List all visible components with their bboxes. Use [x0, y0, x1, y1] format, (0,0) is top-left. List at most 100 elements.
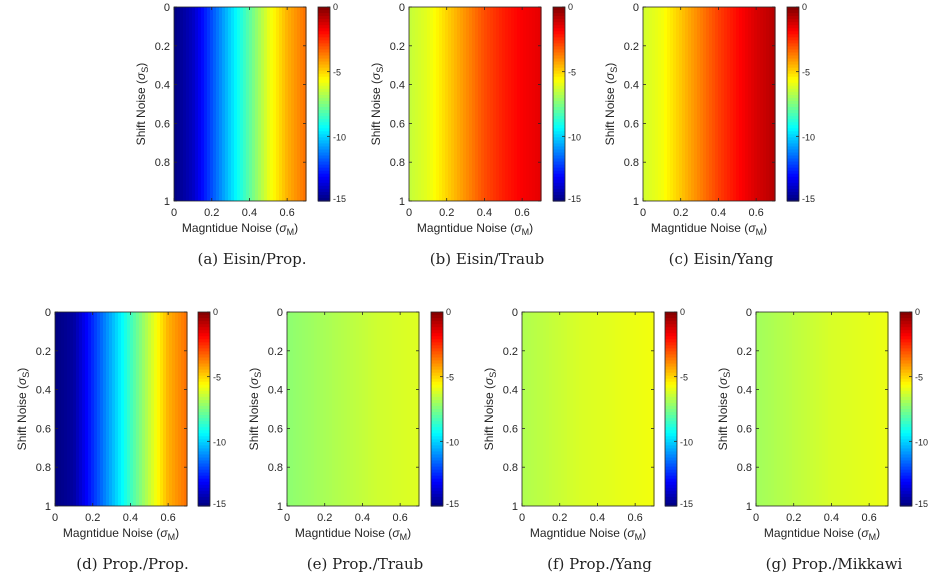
y-axis-label: Shift Noise (σS) [369, 63, 385, 146]
y-tick-label: 0.4 [155, 80, 170, 92]
heatmap-cell [184, 312, 188, 506]
heatmap-cell [765, 312, 769, 506]
colorbar-segment [431, 430, 443, 434]
colorbar-segment [900, 499, 912, 504]
colorbar-segment [787, 61, 799, 66]
colorbar-segment [431, 321, 443, 325]
colorbar-segment [198, 436, 210, 440]
heatmap-cell [873, 312, 877, 506]
heatmap-cell [148, 312, 152, 506]
colorbar-segment [318, 155, 330, 160]
heatmap-cell [837, 312, 841, 506]
heatmap-cell [160, 312, 164, 506]
colorbar-segment [553, 164, 565, 169]
heatmap-cell [475, 7, 479, 201]
heatmap-cell [840, 312, 844, 506]
heatmap-cell [409, 7, 413, 201]
heatmap-cell [648, 312, 652, 506]
colorbar-segment [431, 315, 443, 319]
colorbar-segment [318, 113, 330, 117]
colorbar-tick-label: -10 [915, 437, 928, 447]
colorbar-segment [198, 430, 210, 434]
heatmap-cell [178, 312, 182, 506]
colorbar-segment [431, 354, 443, 359]
colorbar-segment [787, 67, 799, 72]
colorbar-segment [787, 25, 799, 29]
colorbar-segment [318, 134, 330, 138]
x-tick-label: 0.6 [160, 512, 175, 524]
heatmap-cell [261, 7, 265, 201]
heatmap-cell [876, 312, 880, 506]
y-tick-label: 0.8 [624, 157, 639, 169]
colorbar-segment [318, 164, 330, 169]
colorbar-segment [787, 161, 799, 166]
heatmap-cell [724, 7, 728, 201]
heatmap-cell [219, 7, 223, 201]
colorbar-segment [900, 478, 912, 483]
heatmap-cell [481, 7, 485, 201]
y-tick-label: 0.8 [155, 157, 170, 169]
heatmap-cell [100, 312, 104, 506]
heatmap-cell [636, 312, 640, 506]
colorbar-segment [900, 475, 912, 480]
heatmap-cell [535, 7, 539, 201]
heatmap-cell [332, 312, 336, 506]
colorbar-segment [665, 424, 677, 428]
colorbar-segment [553, 182, 565, 187]
colorbar-segment [431, 324, 443, 328]
colorbar-segment [553, 16, 565, 20]
colorbar-segment [665, 433, 677, 437]
colorbar-segment [900, 378, 912, 383]
heatmap-cell [448, 7, 452, 201]
heatmap-cell [706, 7, 710, 201]
colorbar-segment [198, 363, 210, 368]
axes-frame [642, 6, 776, 202]
heatmap-cell [386, 312, 390, 506]
y-axis-label: Shift Noise (σS) [482, 368, 498, 451]
colorbar-segment [787, 164, 799, 169]
colorbar-segment [553, 55, 565, 60]
heatmap-cell [380, 312, 384, 506]
heatmap-cell [763, 7, 767, 201]
colorbar-segment [787, 107, 799, 111]
colorbar-segment [665, 366, 677, 371]
colorbar-segment [553, 113, 565, 117]
colorbar-segment [553, 37, 565, 41]
colorbar-segment [431, 312, 443, 316]
colorbar-segment [665, 360, 677, 365]
heatmap-cell [457, 7, 461, 201]
colorbar-segment [431, 387, 443, 392]
colorbar-segment [900, 409, 912, 413]
heatmap-cell [766, 7, 770, 201]
colorbar-segment [787, 55, 799, 60]
colorbar-segment [665, 375, 677, 380]
y-tick-label: 0 [164, 2, 170, 14]
colorbar-segment [553, 197, 565, 202]
colorbar-segment [665, 421, 677, 425]
heatmap-cell [416, 312, 420, 506]
colorbar-segment [553, 64, 565, 69]
colorbar-tick-label: -15 [568, 194, 581, 204]
colorbar-segment [553, 46, 565, 51]
heatmap-cell [529, 7, 533, 201]
heatmap-cell [151, 312, 155, 506]
colorbar-segment [900, 342, 912, 346]
colorbar-segment [900, 484, 912, 489]
colorbar-segment [787, 10, 799, 14]
colorbar-segment [553, 161, 565, 166]
heatmap-cell [412, 7, 416, 201]
heatmap-cell [85, 312, 89, 506]
colorbar-segment [665, 318, 677, 322]
colorbar-segment [431, 372, 443, 377]
heatmap-cell [885, 312, 889, 506]
colorbar-segment [787, 146, 799, 151]
colorbar-segment [318, 64, 330, 69]
heatmap-cell [198, 7, 202, 201]
colorbar-tick-label: 0 [802, 2, 807, 12]
colorbar-segment [198, 390, 210, 395]
heatmap-cell [736, 7, 740, 201]
heatmap-cell [282, 7, 286, 201]
colorbar-segment [431, 478, 443, 483]
colorbar-segment [900, 318, 912, 322]
colorbar-segment [787, 185, 799, 190]
